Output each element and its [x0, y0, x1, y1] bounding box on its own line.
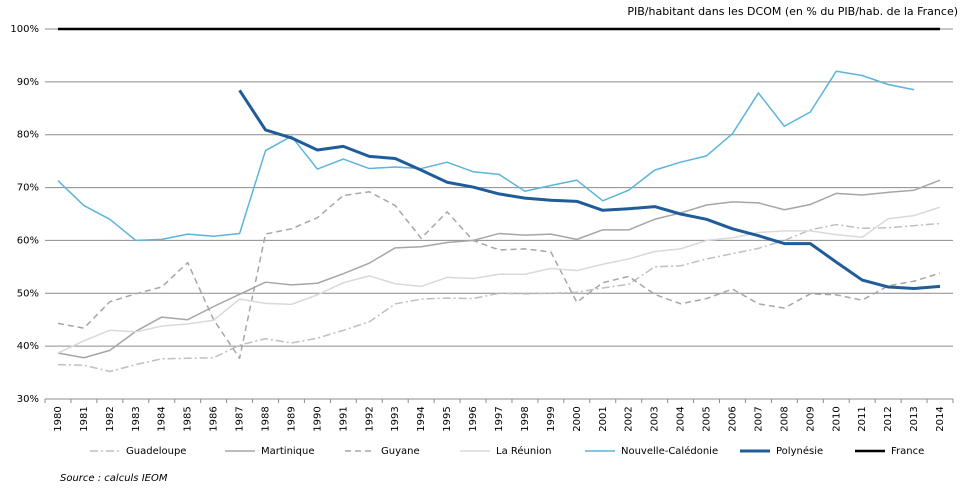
x-tick-label: 1987: [235, 406, 246, 431]
legend-label: Nouvelle-Calédonie: [621, 445, 718, 457]
x-tick-label: 2011: [857, 406, 868, 431]
series-line: [57, 206, 941, 354]
x-tick-label: 1991: [338, 406, 349, 431]
source: Source : calculs IEOM: [60, 473, 168, 484]
legend-label: France: [891, 446, 924, 457]
x-tick-label: 1994: [416, 406, 427, 431]
x-tick-label: 2009: [805, 406, 816, 431]
legend-label: Polynésie: [776, 445, 823, 457]
series-line: [57, 191, 941, 360]
x-tick-label: 2014: [935, 406, 946, 431]
x-tick-label: 2007: [753, 406, 764, 431]
legend-label: La Réunion: [496, 445, 551, 457]
chart-title: PIB/habitant dans les DCOM (en % du PIB/…: [627, 5, 958, 18]
x-tick-label: 1990: [312, 406, 323, 431]
y-tick-label: 100%: [10, 24, 39, 35]
legend-label: Guyane: [381, 446, 420, 457]
y-tick-label: 90%: [17, 77, 39, 88]
x-tick-label: 1982: [105, 406, 116, 431]
x-tick-label: 1986: [209, 406, 220, 431]
x-tick-label: 1999: [546, 406, 557, 431]
series-line: [57, 70, 915, 242]
series-line: [57, 179, 941, 359]
x-tick-label: 1985: [183, 406, 194, 431]
x-tick-label: 1981: [79, 406, 90, 431]
x-tick-label: 1995: [442, 406, 453, 431]
legend-label: Martinique: [261, 446, 315, 457]
x-tick-label: 1997: [494, 406, 505, 431]
y-tick-label: 40%: [17, 341, 39, 352]
y-tick-label: 80%: [17, 130, 39, 141]
x-tick-label: 2001: [598, 406, 609, 431]
x-tick-label: 1983: [131, 406, 142, 431]
x-tick-label: 2008: [779, 406, 790, 431]
x-tick-label: 1989: [286, 406, 297, 431]
x-tick-label: 2000: [572, 406, 583, 431]
x-tick-label: 2005: [702, 406, 713, 431]
x-tick-label: 1988: [261, 406, 272, 431]
x-tick-label: 2004: [676, 406, 687, 431]
x-tick-label: 1998: [520, 406, 531, 431]
y-tick-label: 70%: [17, 183, 39, 194]
x-tick-label: 1980: [53, 406, 64, 431]
legend-label: Guadeloupe: [126, 446, 186, 457]
x-tick-label: 2010: [831, 406, 842, 431]
x-tick-label: 1992: [364, 406, 375, 431]
x-tick-label: 2006: [727, 406, 738, 431]
x-tick-label: 2002: [624, 406, 635, 431]
x-tick-label: 1984: [157, 406, 168, 431]
x-tick-label: 2012: [883, 406, 894, 431]
x-tick-label: 1996: [468, 406, 479, 431]
x-tick-label: 2003: [650, 406, 661, 431]
y-tick-label: 50%: [17, 288, 39, 299]
x-tick-label: 1993: [390, 406, 401, 431]
y-tick-label: 30%: [17, 394, 39, 405]
x-tick-label: 2013: [909, 406, 920, 431]
series-line: [57, 222, 941, 373]
series-line: [238, 89, 941, 291]
y-tick-label: 60%: [17, 235, 39, 246]
